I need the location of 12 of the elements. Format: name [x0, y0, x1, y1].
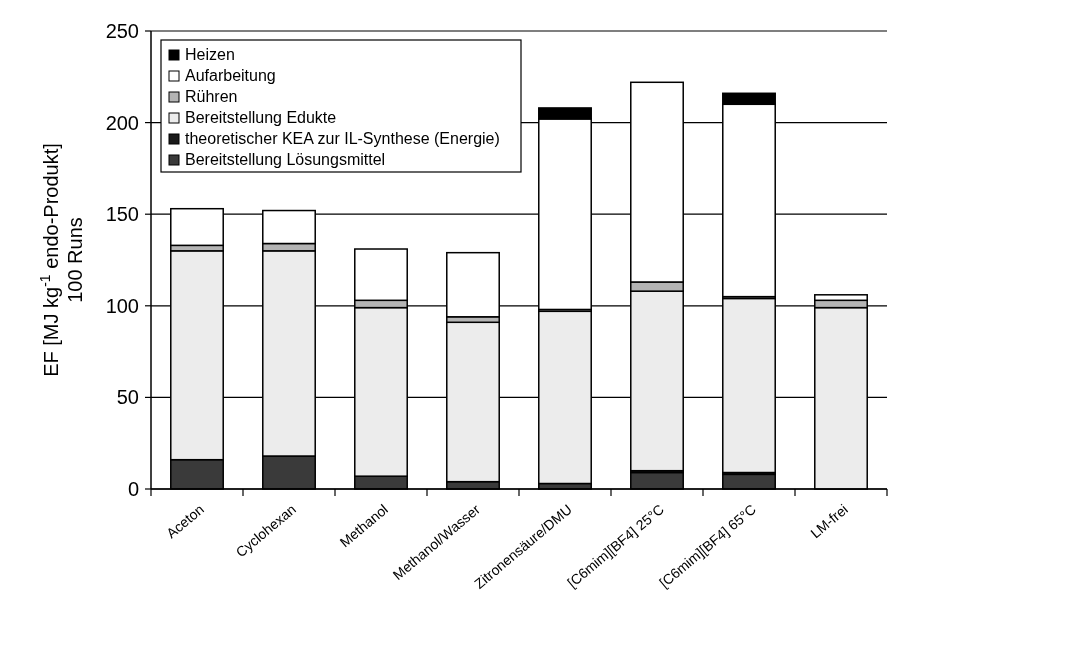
legend-label: theoretischer KEA zur IL-Synthese (Energie): [185, 130, 500, 147]
y-tick-label: 250: [105, 20, 139, 42]
legend-label: Rühren: [185, 88, 238, 105]
y-tick-label: 100: [105, 294, 139, 317]
legend-label: Aufarbeitung: [185, 67, 276, 84]
legend-label: Bereitstellung Edukte: [185, 109, 337, 126]
y-tick-label: 200: [105, 111, 139, 134]
legend-label: Heizen: [185, 46, 235, 63]
y-tick-label: 50: [116, 386, 139, 409]
legend-label: Bereitstellung Lösungsmittel: [185, 151, 386, 168]
y-tick-label: 150: [105, 203, 139, 226]
y-tick-label: 0: [127, 478, 139, 500]
